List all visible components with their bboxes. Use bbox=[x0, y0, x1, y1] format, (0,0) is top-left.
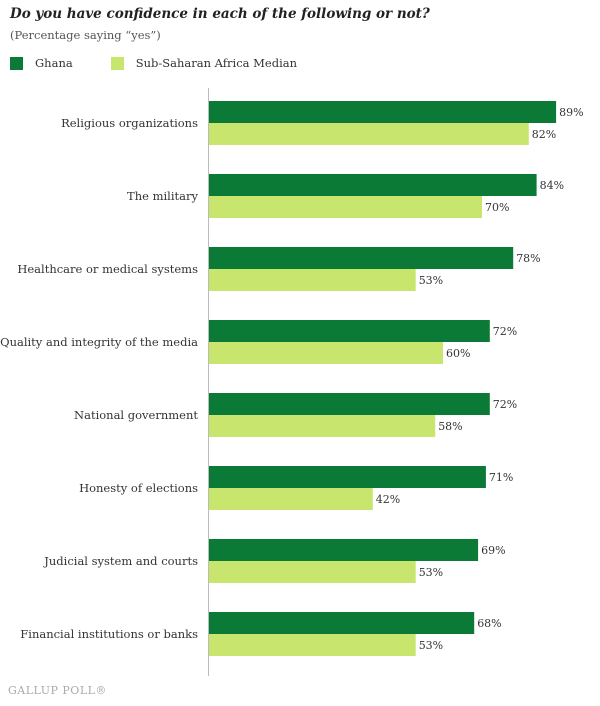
value-label-ghana-financial-institutions-or-banks: 68% bbox=[477, 617, 501, 630]
category-label-financial-institutions-or-banks: Financial institutions or banks bbox=[20, 627, 198, 641]
category-label-national-government: National government bbox=[74, 408, 198, 422]
value-label-ghana-quality-and-integrity-of-the-media: 72% bbox=[493, 325, 517, 338]
category-label-healthcare-or-medical-systems: Healthcare or medical systems bbox=[17, 262, 198, 276]
bar-ghana-national-government bbox=[209, 393, 490, 415]
value-label-ghana-the-military: 84% bbox=[540, 179, 564, 192]
legend-label-ghana: Ghana bbox=[35, 56, 73, 70]
bar-ghana-quality-and-integrity-of-the-media bbox=[209, 320, 490, 342]
value-label-sub-saharan-africa-median-financial-institutions-or-banks: 53% bbox=[419, 639, 443, 652]
legend-swatch-ghana bbox=[10, 56, 23, 70]
legend-label-median: Sub-Saharan Africa Median bbox=[135, 56, 298, 70]
bar-ghana-financial-institutions-or-banks bbox=[209, 612, 475, 634]
bar-sub-saharan-africa-median-the-military bbox=[209, 196, 482, 218]
bar-sub-saharan-africa-median-healthcare-or-medical-systems bbox=[209, 269, 416, 291]
value-label-ghana-judicial-system-and-courts: 69% bbox=[481, 544, 505, 557]
gallup-poll-logo: GALLUP POLL® bbox=[8, 684, 107, 697]
value-label-ghana-national-government: 72% bbox=[493, 398, 517, 411]
bar-sub-saharan-africa-median-judicial-system-and-courts bbox=[209, 561, 416, 583]
legend-item-median: Sub-Saharan Africa Median bbox=[110, 56, 298, 70]
value-label-ghana-religious-organizations: 89% bbox=[559, 106, 583, 119]
value-label-sub-saharan-africa-median-quality-and-integrity-of-the-media: 60% bbox=[446, 347, 470, 360]
value-label-sub-saharan-africa-median-honesty-of-elections: 42% bbox=[376, 493, 400, 506]
bar-ghana-the-military bbox=[209, 174, 537, 196]
legend: Ghana Sub-Saharan Africa Median bbox=[10, 56, 335, 70]
category-label-quality-and-integrity-of-the-media: Quality and integrity of the media bbox=[0, 335, 198, 349]
bar-ghana-religious-organizations bbox=[209, 101, 557, 123]
value-label-sub-saharan-africa-median-healthcare-or-medical-systems: 53% bbox=[419, 274, 443, 287]
legend-swatch-median bbox=[110, 56, 124, 70]
bar-sub-saharan-africa-median-national-government bbox=[209, 415, 436, 437]
bar-sub-saharan-africa-median-financial-institutions-or-banks bbox=[209, 634, 416, 656]
value-label-sub-saharan-africa-median-national-government: 58% bbox=[438, 420, 462, 433]
value-label-ghana-healthcare-or-medical-systems: 78% bbox=[516, 252, 540, 265]
bar-sub-saharan-africa-median-honesty-of-elections bbox=[209, 488, 373, 510]
legend-item-ghana: Ghana bbox=[10, 56, 73, 70]
chart-title: Do you have confidence in each of the fo… bbox=[10, 6, 430, 22]
category-label-the-military: The military bbox=[127, 189, 198, 203]
bar-ghana-judicial-system-and-courts bbox=[209, 539, 479, 561]
category-label-honesty-of-elections: Honesty of elections bbox=[79, 481, 198, 495]
bar-sub-saharan-africa-median-quality-and-integrity-of-the-media bbox=[209, 342, 443, 364]
chart-subtitle: (Percentage saying “yes”) bbox=[10, 28, 161, 42]
bar-sub-saharan-africa-median-religious-organizations bbox=[209, 123, 529, 145]
value-label-ghana-honesty-of-elections: 71% bbox=[489, 471, 513, 484]
category-label-judicial-system-and-courts: Judicial system and courts bbox=[43, 554, 198, 568]
value-label-sub-saharan-africa-median-judicial-system-and-courts: 53% bbox=[419, 566, 443, 579]
bar-ghana-honesty-of-elections bbox=[209, 466, 486, 488]
value-label-sub-saharan-africa-median-the-military: 70% bbox=[485, 201, 509, 214]
bar-ghana-healthcare-or-medical-systems bbox=[209, 247, 514, 269]
value-label-sub-saharan-africa-median-religious-organizations: 82% bbox=[532, 128, 556, 141]
category-label-religious-organizations: Religious organizations bbox=[61, 116, 198, 130]
